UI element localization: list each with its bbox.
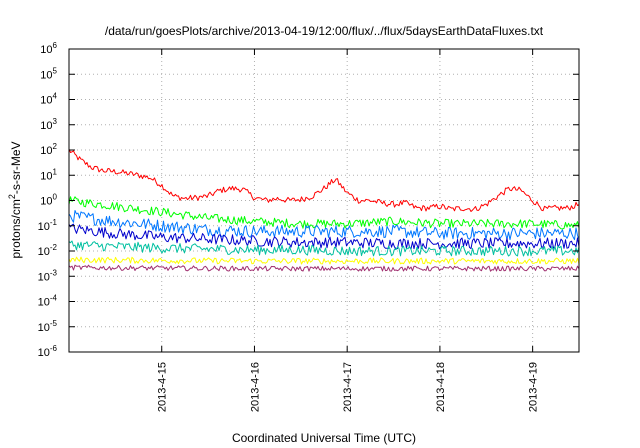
y-tick-exponent: -2 bbox=[50, 243, 58, 252]
y-tick-base: 10 bbox=[38, 271, 50, 283]
y-axis-label-rest: -s-sr-MeV bbox=[9, 141, 23, 194]
x-tick-label: 2013-4-18 bbox=[435, 362, 447, 412]
y-tick-base: 10 bbox=[40, 196, 52, 208]
y-tick-base: 10 bbox=[40, 44, 52, 56]
y-tick-exponent: 2 bbox=[53, 142, 58, 151]
series-line-5 bbox=[68, 240, 580, 257]
y-tick-base: 10 bbox=[40, 170, 52, 182]
y-tick-exponent: 0 bbox=[53, 193, 58, 202]
y-tick-exponent: -3 bbox=[50, 268, 58, 277]
y-tick-base: 10 bbox=[38, 347, 50, 359]
y-tick-label: 105 bbox=[40, 66, 57, 81]
y-tick-exponent: 3 bbox=[53, 117, 58, 126]
y-tick-base: 10 bbox=[40, 120, 52, 132]
y-axis-label-sup: 2 bbox=[7, 194, 17, 199]
y-tick-label: 10-1 bbox=[38, 218, 58, 233]
y-tick-label: 101 bbox=[40, 167, 57, 182]
series-line-4 bbox=[68, 223, 580, 250]
y-tick-labels: 10-610-510-410-310-210-11001011021031041… bbox=[38, 41, 58, 359]
y-tick-exponent: 4 bbox=[53, 92, 58, 101]
series-line-2 bbox=[68, 196, 580, 230]
y-tick-label: 10-4 bbox=[38, 294, 58, 309]
y-tick-label: 100 bbox=[40, 193, 57, 208]
grid bbox=[69, 49, 579, 352]
y-tick-exponent: 5 bbox=[53, 66, 58, 75]
y-tick-label: 10-6 bbox=[38, 344, 58, 359]
y-tick-label: 10-2 bbox=[38, 243, 58, 258]
y-axis-label: protons/cm2-s-sr-MeV bbox=[7, 141, 23, 258]
y-tick-label: 10-3 bbox=[38, 268, 58, 283]
x-tick-label: 2013-4-15 bbox=[157, 362, 169, 412]
x-tick-label: 2013-4-16 bbox=[249, 362, 261, 412]
y-tick-label: 106 bbox=[40, 41, 57, 56]
y-axis-label-main: protons/cm bbox=[9, 199, 23, 258]
y-tick-label: 102 bbox=[40, 142, 57, 157]
y-tick-label: 10-5 bbox=[38, 319, 58, 334]
x-axis-label: Coordinated Universal Time (UTC) bbox=[232, 431, 416, 445]
y-tick-exponent: -4 bbox=[50, 294, 58, 303]
series-line-3 bbox=[68, 210, 580, 241]
x-tick-label: 2013-4-19 bbox=[528, 362, 540, 412]
y-tick-base: 10 bbox=[38, 297, 50, 309]
series-line-6 bbox=[68, 256, 580, 265]
y-tick-base: 10 bbox=[38, 246, 50, 258]
x-tick-labels: 2013-4-15 2013-4-16 2013-4-17 2013-4-18 2013… bbox=[157, 362, 540, 412]
series-layer bbox=[68, 148, 580, 272]
y-tick-exponent: -5 bbox=[50, 319, 58, 328]
y-tick-exponent: -1 bbox=[50, 218, 58, 227]
y-tick-base: 10 bbox=[40, 69, 52, 81]
y-tick-base: 10 bbox=[38, 221, 50, 233]
y-tick-label: 103 bbox=[40, 117, 57, 132]
y-tick-exponent: 6 bbox=[53, 41, 58, 50]
series-line-1 bbox=[68, 148, 580, 212]
ticks bbox=[69, 48, 579, 353]
y-tick-label: 104 bbox=[40, 92, 57, 107]
y-tick-exponent: 1 bbox=[53, 167, 58, 176]
y-tick-base: 10 bbox=[40, 145, 52, 157]
y-tick-exponent: -6 bbox=[50, 344, 58, 353]
y-tick-base: 10 bbox=[40, 95, 52, 107]
y-tick-base: 10 bbox=[38, 322, 50, 334]
series-line-7 bbox=[68, 264, 580, 272]
x-tick-label: 2013-4-17 bbox=[342, 362, 354, 412]
chart-title: /data/run/goesPlots/archive/2013-04-19/1… bbox=[105, 24, 544, 38]
